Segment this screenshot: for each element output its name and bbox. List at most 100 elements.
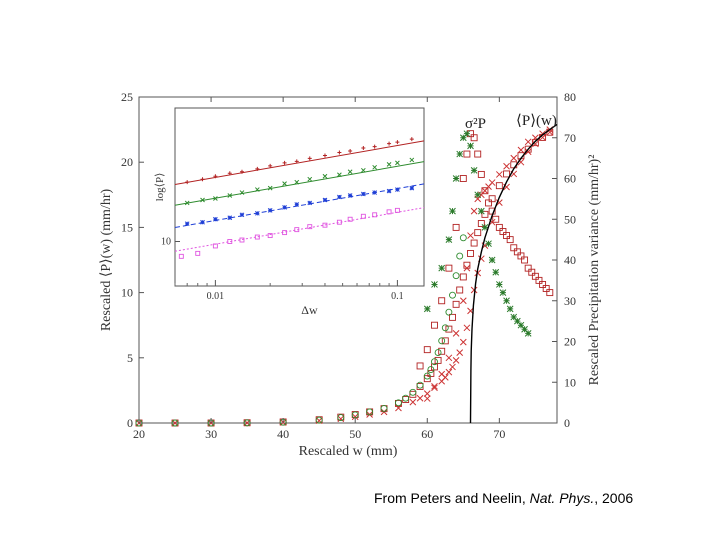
inset-data-point — [336, 219, 342, 225]
data-point — [463, 324, 471, 332]
data-point — [456, 349, 464, 356]
inset-data-point — [294, 159, 299, 164]
inset-data-point — [268, 163, 273, 168]
data-point — [517, 321, 525, 329]
inset-data-point — [294, 227, 300, 233]
data-point — [521, 325, 528, 333]
inset-data-point — [322, 197, 328, 203]
data-point — [452, 223, 460, 231]
data-point — [463, 130, 471, 138]
inset-data-point — [386, 162, 392, 167]
annotation-variance: σ²P — [465, 116, 486, 132]
data-point — [441, 337, 449, 345]
data-point — [524, 329, 532, 337]
x-tick-label: 60 — [421, 427, 433, 441]
inset-data-point — [347, 169, 353, 175]
inset-series-0 — [185, 137, 414, 185]
data-point — [506, 236, 514, 244]
data-point — [495, 171, 503, 178]
x-tick-label: 50 — [349, 427, 361, 441]
data-point — [431, 384, 438, 392]
inset-data-point — [178, 253, 184, 259]
data-point — [394, 399, 402, 407]
data-point — [467, 250, 474, 257]
data-point — [445, 236, 453, 243]
inset-data-point — [360, 167, 366, 173]
data-point — [315, 416, 323, 424]
inset-data-point — [307, 176, 313, 182]
data-point — [481, 224, 489, 231]
data-point — [171, 419, 179, 427]
inset-data-point — [239, 190, 245, 195]
data-point — [546, 289, 554, 297]
data-point — [452, 175, 460, 182]
series-2 — [135, 234, 467, 427]
data-point — [445, 354, 453, 362]
x-tick-label: 30 — [205, 427, 217, 441]
series-3 — [416, 130, 554, 370]
inset-data-point — [322, 153, 327, 158]
inset-data-point — [337, 150, 342, 155]
y-left-tick-label: 5 — [127, 351, 133, 365]
data-point — [431, 382, 438, 390]
inset-data-point — [372, 164, 378, 170]
data-point — [380, 408, 388, 416]
data-point — [337, 414, 345, 421]
inset-fit-line — [174, 140, 425, 185]
inset-plot-frame — [174, 107, 425, 287]
data-point — [459, 338, 467, 346]
data-point — [513, 248, 521, 256]
data-point — [459, 134, 467, 142]
inset-data-point — [200, 177, 205, 182]
inset-series-2 — [184, 185, 415, 227]
data-point — [395, 404, 402, 412]
inset-data-point — [395, 160, 400, 166]
data-point — [524, 148, 532, 156]
inset-data-point — [372, 212, 378, 218]
inset-data-point — [282, 181, 287, 187]
inset-data-point — [307, 224, 313, 230]
inset-data-point — [395, 187, 400, 192]
data-point — [459, 234, 467, 242]
data-point — [506, 305, 514, 313]
y-left-tick-label: 25 — [121, 90, 133, 104]
data-point — [434, 349, 442, 357]
x-tick-label: 40 — [277, 427, 289, 441]
data-point — [510, 313, 518, 321]
data-point — [539, 281, 547, 288]
inset-data-point — [337, 172, 342, 178]
inset-data-point — [322, 222, 328, 228]
data-point — [438, 347, 446, 355]
y-right-tick-label: 20 — [564, 335, 576, 349]
data-point — [474, 191, 482, 199]
fit-curve — [469, 123, 558, 424]
data-point — [488, 195, 496, 203]
inset-data-point — [394, 207, 400, 213]
data-point — [438, 370, 446, 378]
y-left-tick-label: 20 — [121, 155, 133, 169]
data-point — [402, 394, 410, 402]
data-point — [517, 252, 525, 260]
data-point — [438, 337, 446, 345]
inset-data-point — [267, 207, 273, 213]
inset-data-point — [213, 216, 218, 222]
inset-data-point — [386, 188, 392, 194]
data-point — [423, 375, 431, 383]
inset-data-point — [184, 221, 190, 227]
data-point — [467, 232, 474, 239]
data-point — [452, 329, 460, 337]
data-point — [416, 381, 424, 389]
data-point — [416, 394, 424, 402]
y-left-axis-label: Rescaled ⟨P⟩(w) (mm/hr) — [99, 189, 114, 332]
inset-data-point — [184, 200, 190, 206]
data-point — [445, 264, 453, 272]
data-point — [488, 179, 496, 186]
data-point — [445, 325, 453, 333]
y-right-tick-label: 40 — [564, 253, 576, 267]
data-point — [495, 182, 503, 190]
inset-data-point — [347, 216, 353, 222]
data-point — [243, 419, 251, 427]
data-point — [423, 390, 431, 398]
source-caption: From Peters and Neelin, Nat. Phys., 2006 — [374, 490, 633, 506]
data-point — [542, 285, 550, 292]
